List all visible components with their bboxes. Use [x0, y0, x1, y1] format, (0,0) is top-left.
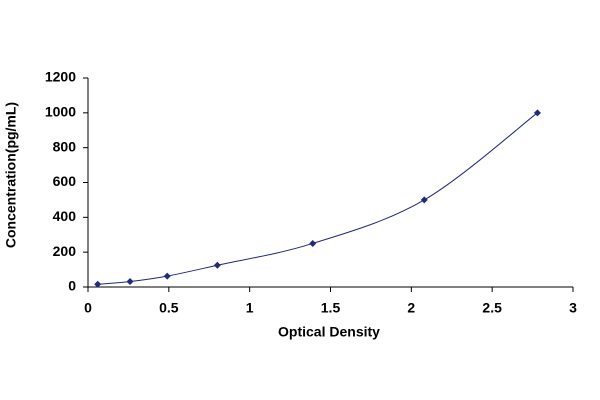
- x-tick-label: 3: [569, 300, 577, 316]
- point: [533, 109, 541, 117]
- x-tick-label: 0: [84, 300, 92, 316]
- y-tick-label: 600: [53, 173, 77, 189]
- curve: [97, 112, 538, 285]
- y-tick-label: 1200: [45, 69, 76, 85]
- point: [213, 261, 221, 269]
- y-tick-label: 400: [53, 208, 77, 224]
- x-axis-label: Optical Density: [278, 324, 380, 340]
- y-axis-label: Concentration(pg/mL): [3, 102, 19, 248]
- x-tick-label: 2.5: [482, 300, 502, 316]
- point: [309, 239, 317, 247]
- y-tick-label: 200: [53, 243, 77, 259]
- x-tick-label: 0.5: [159, 300, 179, 316]
- x-tick-label: 2: [407, 300, 415, 316]
- point: [94, 280, 102, 288]
- x-tick-label: 1: [246, 300, 254, 316]
- y-tick-label: 800: [53, 138, 77, 154]
- point: [163, 272, 171, 280]
- point: [420, 196, 428, 204]
- point: [126, 278, 134, 286]
- y-tick-label: 0: [68, 278, 76, 294]
- x-tick-label: 1.5: [321, 300, 341, 316]
- y-tick-label: 1000: [45, 104, 76, 120]
